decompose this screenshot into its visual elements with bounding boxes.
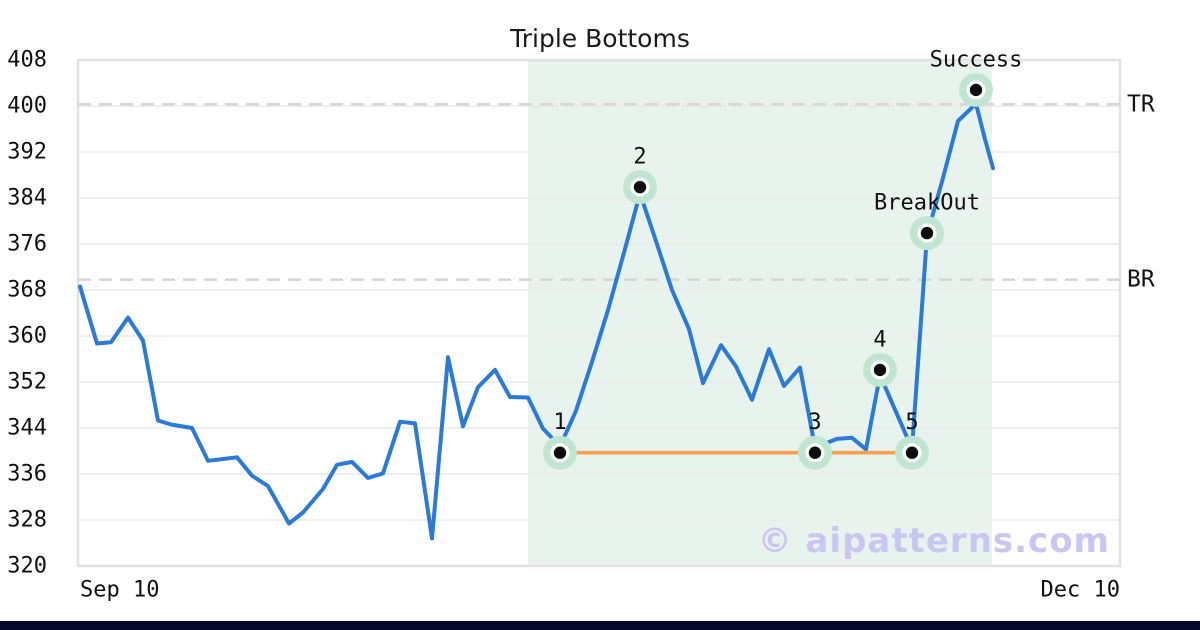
marker-dot-2: [633, 180, 647, 194]
marker-dot-success: [969, 83, 983, 97]
y-axis-tick-label: 328: [7, 508, 47, 533]
marker-label-1: 1: [553, 410, 566, 435]
marker-dot-3: [808, 446, 822, 459]
marker-label-success: Success: [930, 47, 1023, 72]
marker-dot-4: [873, 363, 887, 377]
x-axis-tick-label: Dec 10: [1041, 578, 1120, 603]
bottom-accent-bar: [0, 621, 1200, 630]
marker-dot-5: [905, 446, 919, 459]
y-axis-tick-label: 392: [7, 140, 47, 165]
y-axis-tick-label: 408: [7, 48, 47, 73]
y-axis-tick-label: 360: [7, 324, 47, 349]
y-axis-tick-label: 384: [7, 186, 47, 211]
y-axis-tick-label: 376: [7, 232, 47, 257]
marker-label-3: 3: [808, 410, 821, 435]
marker-dot-1: [553, 446, 567, 459]
plot-border: [76, 58, 1122, 568]
price-line: [78, 101, 995, 541]
x-axis-tick-label: Sep 10: [80, 578, 159, 603]
level-label-br: BR: [1127, 267, 1155, 293]
marker-label-breakout: BreakOut: [874, 191, 980, 216]
marker-dot-breakout: [920, 226, 934, 240]
y-axis-tick-label: 400: [7, 94, 47, 119]
chart-title: Triple Bottoms: [510, 24, 690, 53]
y-axis-tick-label: 368: [7, 278, 47, 303]
marker-label-5: 5: [905, 410, 918, 435]
y-axis-tick-label: 344: [7, 416, 47, 441]
marker-label-2: 2: [633, 145, 646, 170]
y-axis-tick-label: 320: [7, 554, 47, 579]
y-axis-tick-label: 336: [7, 462, 47, 487]
level-label-tr: TR: [1127, 91, 1155, 117]
marker-label-4: 4: [873, 327, 886, 352]
y-axis-tick-label: 352: [7, 370, 47, 395]
